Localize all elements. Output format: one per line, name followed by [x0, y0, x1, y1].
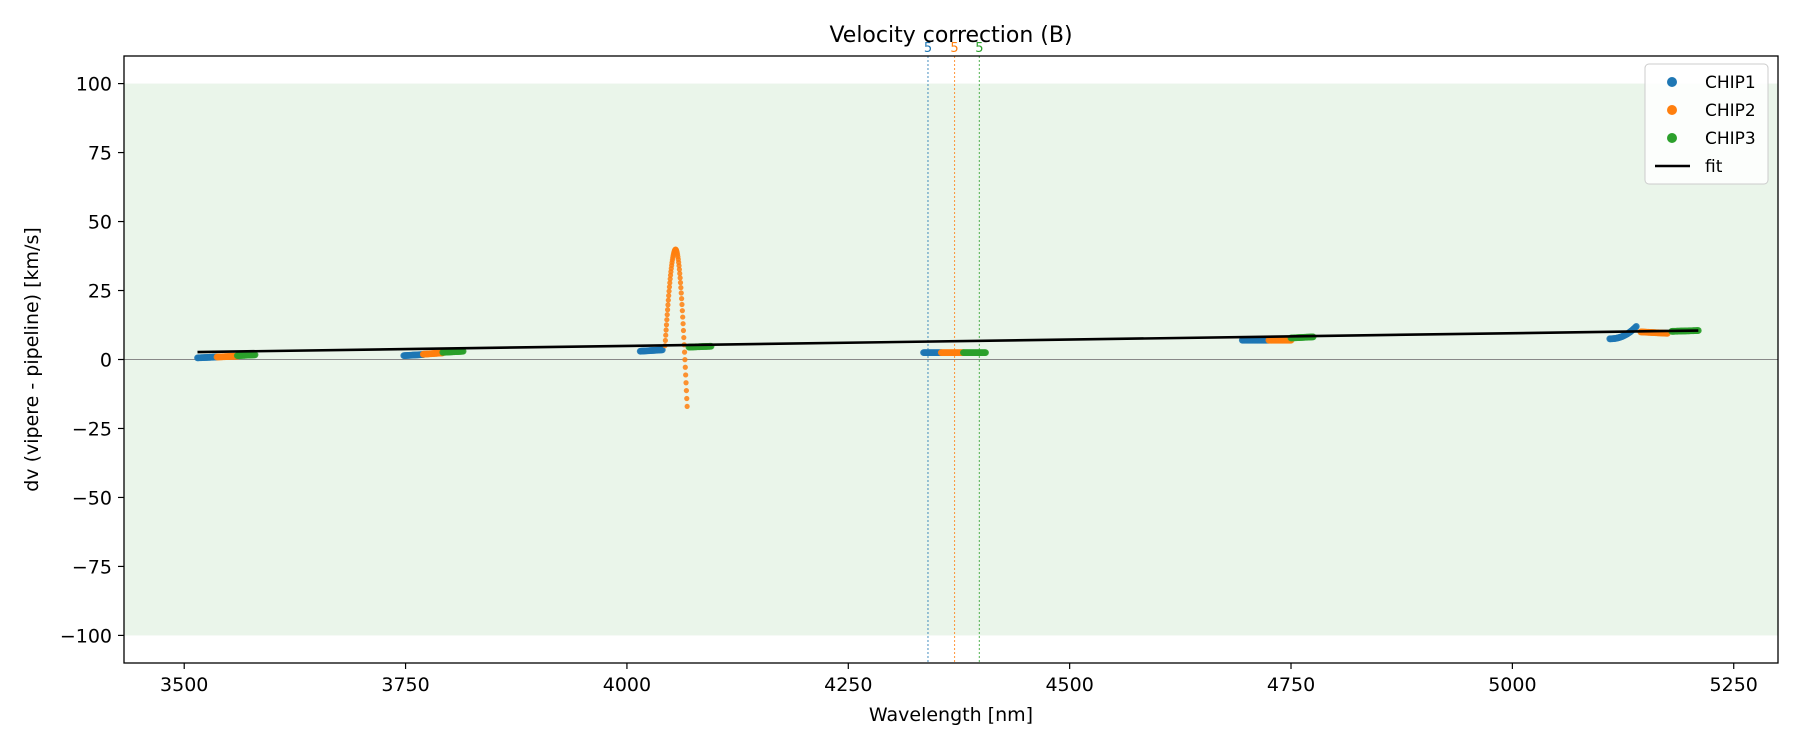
data-point: [684, 395, 690, 402]
y-tick-label: −25: [72, 418, 112, 440]
data-point: [682, 364, 688, 370]
data-point: [666, 284, 673, 290]
data-point: [680, 321, 686, 327]
data-point: [666, 288, 672, 294]
data-point: [683, 387, 690, 394]
data-point: [681, 334, 687, 341]
legend-box: [1644, 63, 1769, 185]
x-tick-label: 5000: [1488, 674, 1536, 696]
data-point: [251, 351, 259, 359]
y-tick-label: −75: [72, 556, 112, 578]
y-tick-label: −50: [72, 487, 112, 509]
y-tick-label: 0: [100, 350, 112, 372]
data-point: [1632, 322, 1640, 330]
x-tick-label: 3500: [160, 674, 208, 696]
data-point: [664, 312, 670, 318]
data-point: [663, 322, 670, 328]
data-point: [677, 275, 683, 281]
data-point: [665, 297, 671, 303]
legend-marker: [1667, 77, 1677, 87]
legend-label: CHIP2: [1705, 101, 1756, 121]
data-point: [982, 349, 989, 357]
data-point: [663, 327, 669, 333]
data-point: [662, 337, 668, 344]
x-tick-label: 3750: [381, 674, 429, 696]
reference-line-label: 5: [924, 41, 932, 56]
data-point: [683, 380, 689, 386]
data-point: [666, 293, 672, 299]
y-tick-label: 50: [88, 212, 112, 234]
chart-title: Velocity correction (B): [829, 23, 1072, 48]
data-point: [681, 349, 688, 355]
legend-label: fit: [1705, 157, 1723, 177]
data-point: [664, 307, 671, 313]
data-point: [683, 372, 689, 378]
x-tick-label: 5250: [1710, 674, 1758, 696]
data-point: [677, 280, 684, 286]
legend-label: CHIP3: [1705, 129, 1756, 149]
legend: CHIP1 CHIP2 CHIP3 fit: [1644, 63, 1769, 185]
y-tick-label: 25: [88, 281, 112, 303]
x-axis-label: Wavelength [nm]: [869, 704, 1033, 726]
data-point: [658, 346, 666, 354]
data-point: [680, 314, 686, 320]
y-tick-label: −100: [60, 625, 112, 647]
y-tick-label: 100: [76, 74, 112, 96]
fit-line: [197, 329, 1699, 354]
data-point: [676, 266, 682, 273]
legend-label: CHIP1: [1705, 73, 1756, 93]
y-tick-label: 75: [88, 143, 112, 165]
reference-line-label: 5: [950, 41, 958, 56]
x-tick-label: 4250: [824, 674, 872, 696]
data-point: [679, 296, 685, 302]
y-axis-label: dv (vipere - pipeline) [km/s]: [21, 227, 43, 492]
data-point: [667, 280, 673, 286]
data-point: [684, 403, 690, 410]
data-point: [677, 270, 683, 277]
data-point: [664, 317, 670, 323]
data-point: [682, 357, 688, 363]
data-point: [678, 290, 684, 296]
x-tick-label: 4000: [603, 674, 651, 696]
legend-marker: [1667, 105, 1677, 115]
reference-line-label: 5: [975, 41, 983, 56]
x-tick-label: 4750: [1267, 674, 1315, 696]
data-point: [678, 285, 684, 291]
data-point: [679, 301, 685, 308]
data-point: [679, 308, 685, 314]
legend-marker: [1667, 133, 1677, 143]
x-tick-label: 4500: [1045, 674, 1093, 696]
data-point: [665, 302, 671, 308]
data-point: [663, 332, 669, 338]
data-point: [680, 327, 687, 334]
